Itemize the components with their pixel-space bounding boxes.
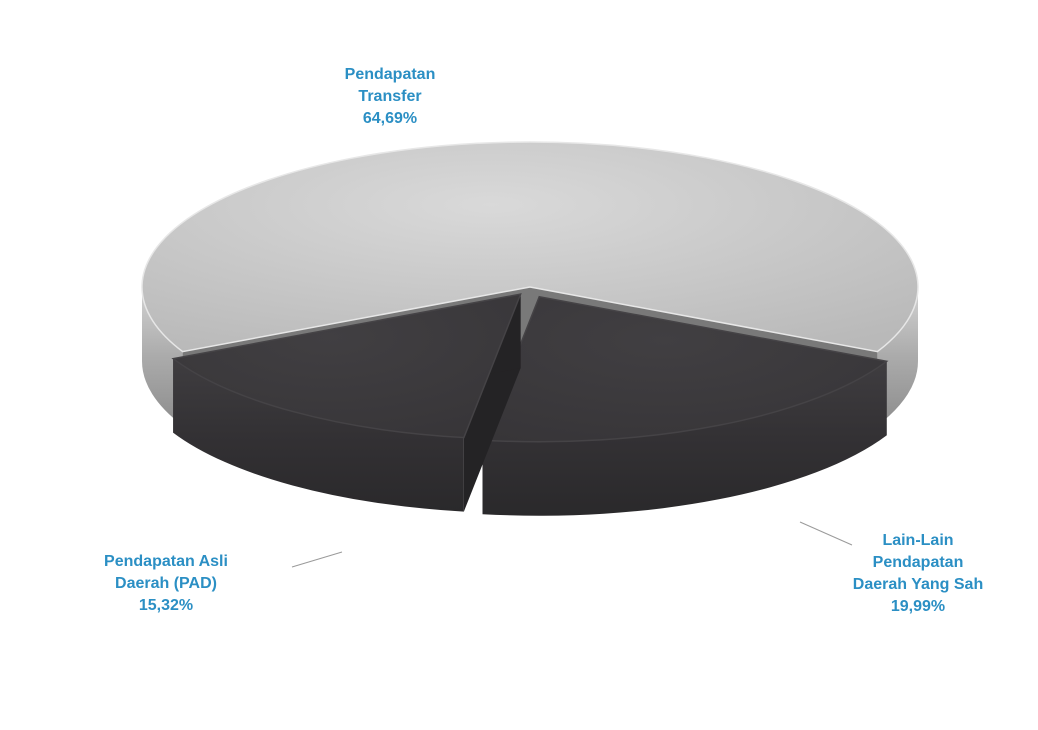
pie-slice-top: [171, 293, 522, 439]
pie-slice-lain-lain: [481, 295, 889, 516]
slice-label-line: Daerah (PAD): [115, 575, 217, 592]
pie-slice-top: [141, 141, 919, 353]
slice-label-line: Pendapatan Asli: [104, 553, 228, 570]
slice-label-line: Pendapatan: [344, 66, 436, 83]
pie-slice-side: [482, 361, 887, 516]
slice-label-line: Lain-Lain: [882, 532, 954, 549]
slice-label-line: Pendapatan: [872, 554, 964, 571]
pie-slice-pad: [171, 293, 522, 512]
slice-percent: 19,99%: [890, 598, 946, 615]
slice-label-pendapatan-transfer: Pendapatan Transfer 64,69%: [290, 64, 490, 130]
slice-percent: 15,32%: [138, 597, 194, 614]
slice-label-pad: Pendapatan Asli Daerah (PAD) 15,32%: [66, 551, 266, 617]
slice-percent: 64,69%: [362, 110, 418, 127]
slice-label-line: Transfer: [358, 88, 422, 105]
pie-slice-top: [481, 295, 889, 443]
leader-line: [799, 521, 853, 546]
slice-label-lain-lain: Lain-Lain Pendapatan Daerah Yang Sah 19,…: [818, 530, 1018, 618]
leader-line: [291, 551, 343, 568]
slice-label-line: Daerah Yang Sah: [852, 576, 984, 593]
